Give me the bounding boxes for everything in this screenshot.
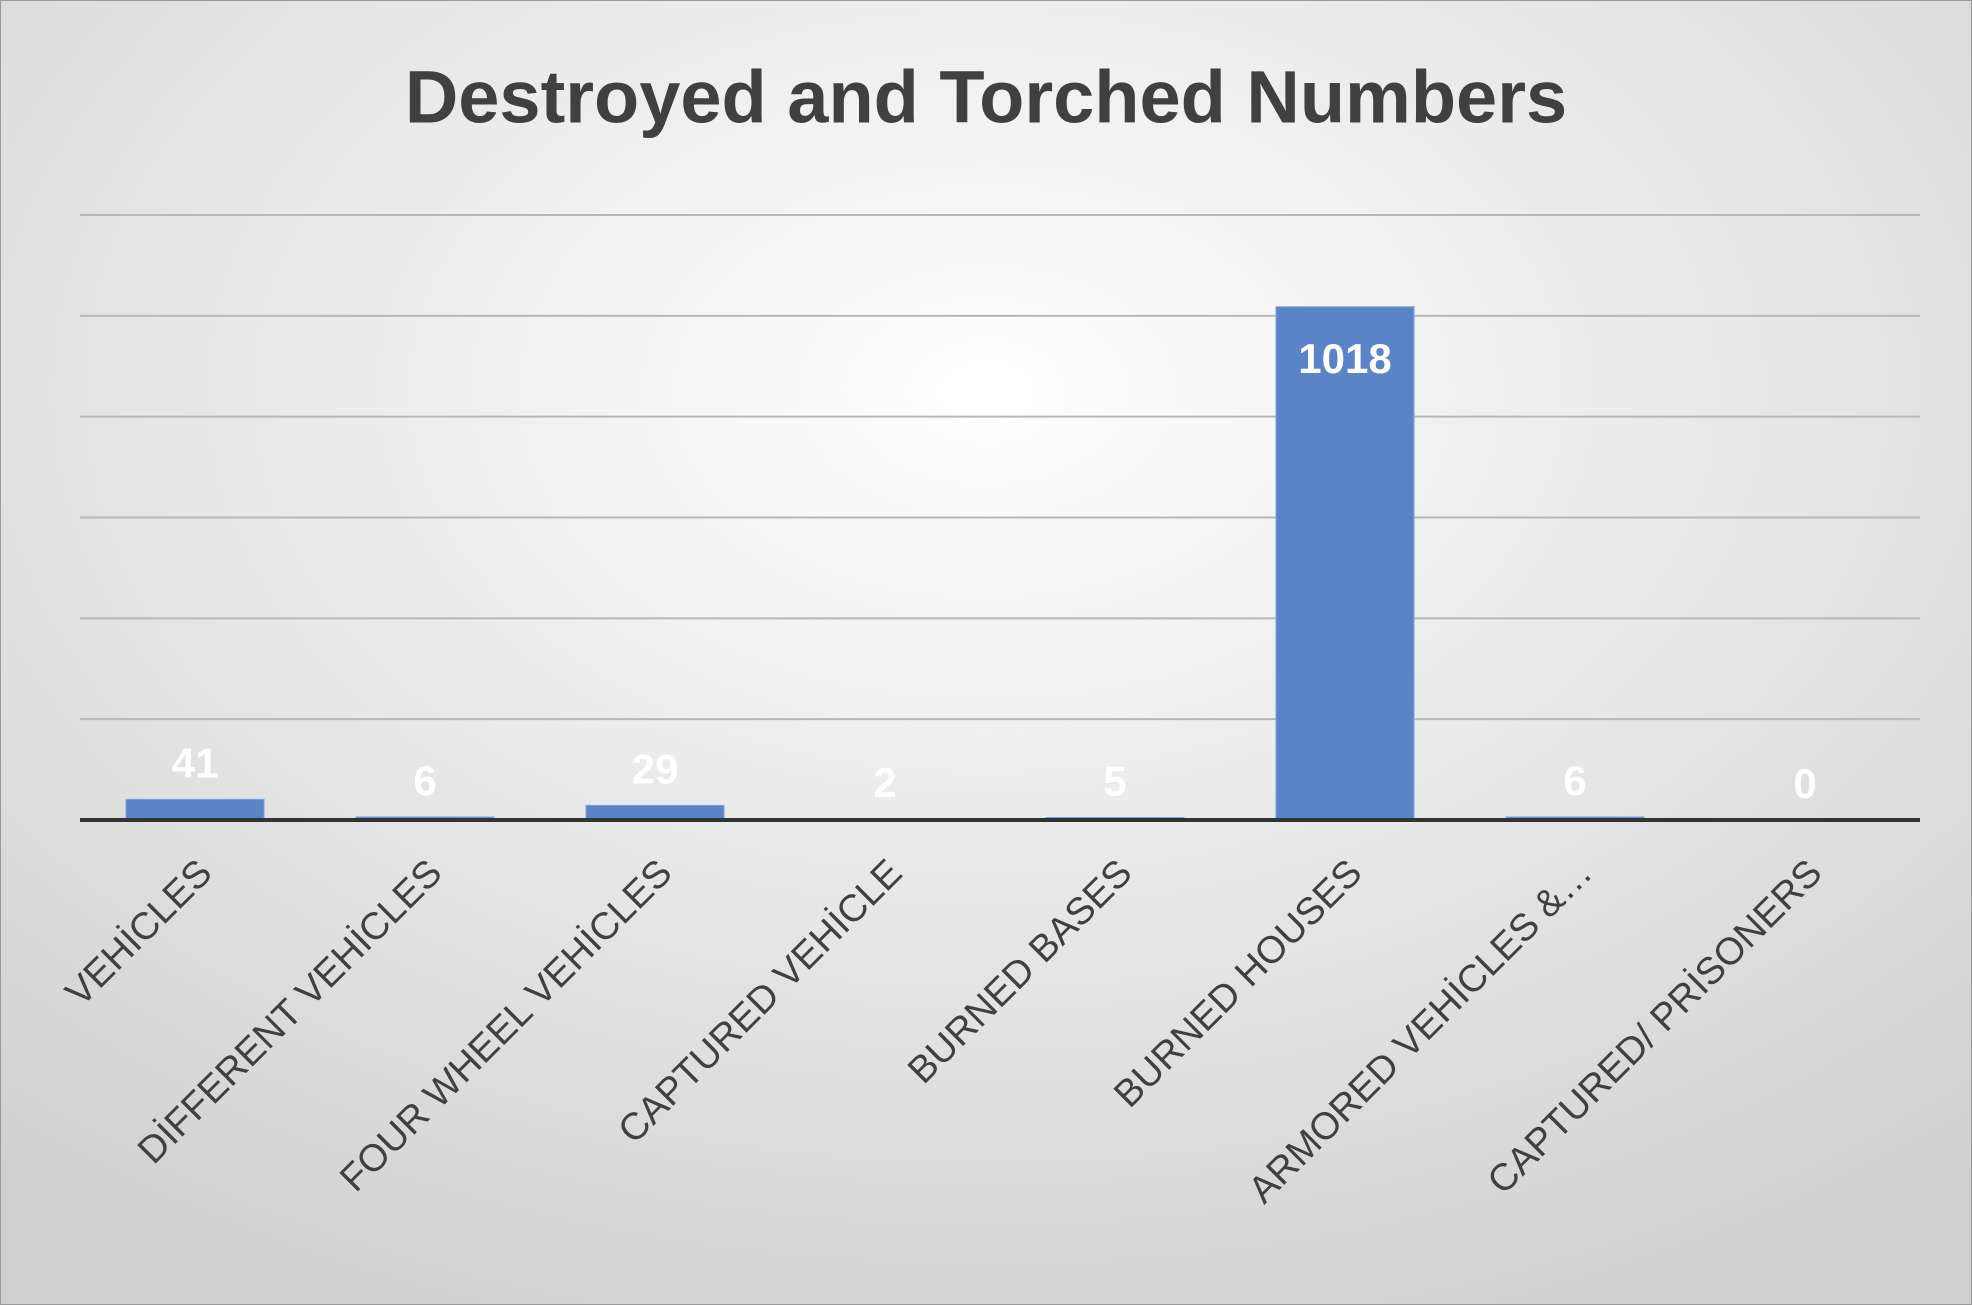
chart-title: Destroyed and Torched Numbers xyxy=(405,56,1567,139)
data-label: 6 xyxy=(1563,757,1586,804)
data-label: 6 xyxy=(413,757,436,804)
bar xyxy=(1275,306,1415,821)
bar xyxy=(585,804,725,821)
data-label: 1018 xyxy=(1298,335,1391,382)
data-label: 29 xyxy=(632,745,679,792)
data-label: 0 xyxy=(1793,760,1816,807)
data-label: 41 xyxy=(172,739,219,786)
data-label: 5 xyxy=(1103,758,1126,805)
bar xyxy=(125,798,265,821)
data-label: 2 xyxy=(873,759,896,806)
